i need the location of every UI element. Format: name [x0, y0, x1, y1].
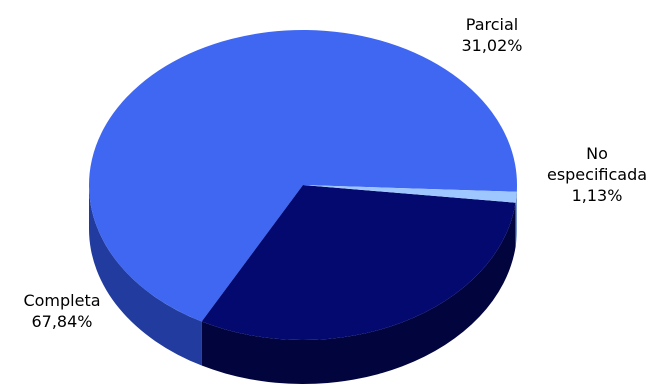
data-label-name: No	[586, 144, 608, 163]
data-label-value: 31,02%	[461, 36, 522, 55]
pie-slices	[89, 30, 517, 340]
data-label-completa: Completa 67,84%	[23, 291, 100, 331]
data-label-value: 67,84%	[31, 312, 92, 331]
data-label-value: 1,13%	[572, 186, 623, 205]
data-label-name: especificada	[547, 165, 647, 184]
data-label-no-especificada: No especificada 1,13%	[547, 144, 647, 205]
data-label-name: Parcial	[466, 15, 518, 34]
data-label-parcial: Parcial 31,02%	[461, 15, 522, 55]
data-label-name: Completa	[23, 291, 100, 310]
